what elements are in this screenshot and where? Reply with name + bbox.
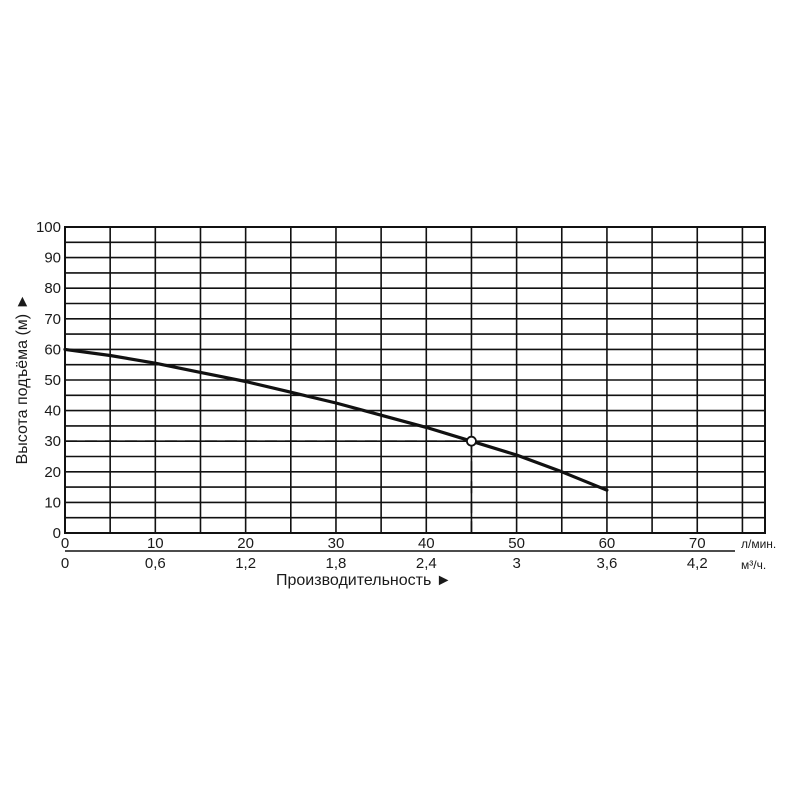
y-tick-label: 50 (44, 372, 61, 389)
x-tick-label-secondary: 1,8 (326, 555, 347, 572)
operating-point-marker (466, 435, 477, 447)
x-tick-labels-primary: 0 10 20 30 40 50 60 70 (61, 535, 706, 552)
x-tick-label: 10 (147, 535, 164, 552)
x-tick-label-secondary: 4,2 (687, 555, 708, 572)
x-tick-label: 30 (328, 535, 345, 552)
y-axis-title: Высота подъёма (м) ► (14, 294, 31, 465)
y-tick-label: 80 (44, 280, 61, 297)
curve-layer (63, 347, 609, 492)
x-tick-label: 40 (418, 535, 435, 552)
x-tick-label: 20 (237, 535, 254, 552)
y-tick-labels: 0 10 20 30 40 50 60 70 80 90 100 (36, 219, 61, 542)
x-tick-label: 0 (61, 535, 69, 552)
x-unit-primary: л/мин. (741, 537, 776, 551)
x-tick-label: 70 (689, 535, 706, 552)
y-tick-label: 0 (53, 525, 61, 542)
x-tick-label: 50 (508, 535, 525, 552)
y-tick-label: 90 (44, 250, 61, 267)
x-tick-label-secondary: 2,4 (416, 555, 437, 572)
x-tick-label-secondary: 1,2 (235, 555, 256, 572)
x-tick-label-secondary: 3,6 (597, 555, 618, 572)
performance-curve (63, 347, 609, 492)
y-tick-label: 40 (44, 403, 61, 420)
y-tick-label: 30 (44, 433, 61, 450)
y-tick-label: 60 (44, 341, 61, 358)
y-tick-label: 10 (44, 494, 61, 511)
x-tick-label-secondary: 0 (61, 555, 69, 572)
x-unit-secondary: м³/ч. (741, 558, 766, 572)
y-tick-label: 70 (44, 311, 61, 328)
x-tick-label-secondary: 3 (512, 555, 520, 572)
y-tick-label: 100 (36, 219, 61, 236)
x-axis-title: Производительность ► (276, 572, 452, 589)
x-tick-label: 60 (599, 535, 616, 552)
plot-frame (64, 226, 766, 534)
reference-lines (65, 440, 473, 533)
x-tick-labels-secondary: 0 0,6 1,2 1,8 2,4 3 3,6 4,2 (61, 555, 708, 572)
x-tick-label-secondary: 0,6 (145, 555, 166, 572)
y-tick-label: 20 (44, 464, 61, 481)
chart-grid (64, 226, 766, 552)
